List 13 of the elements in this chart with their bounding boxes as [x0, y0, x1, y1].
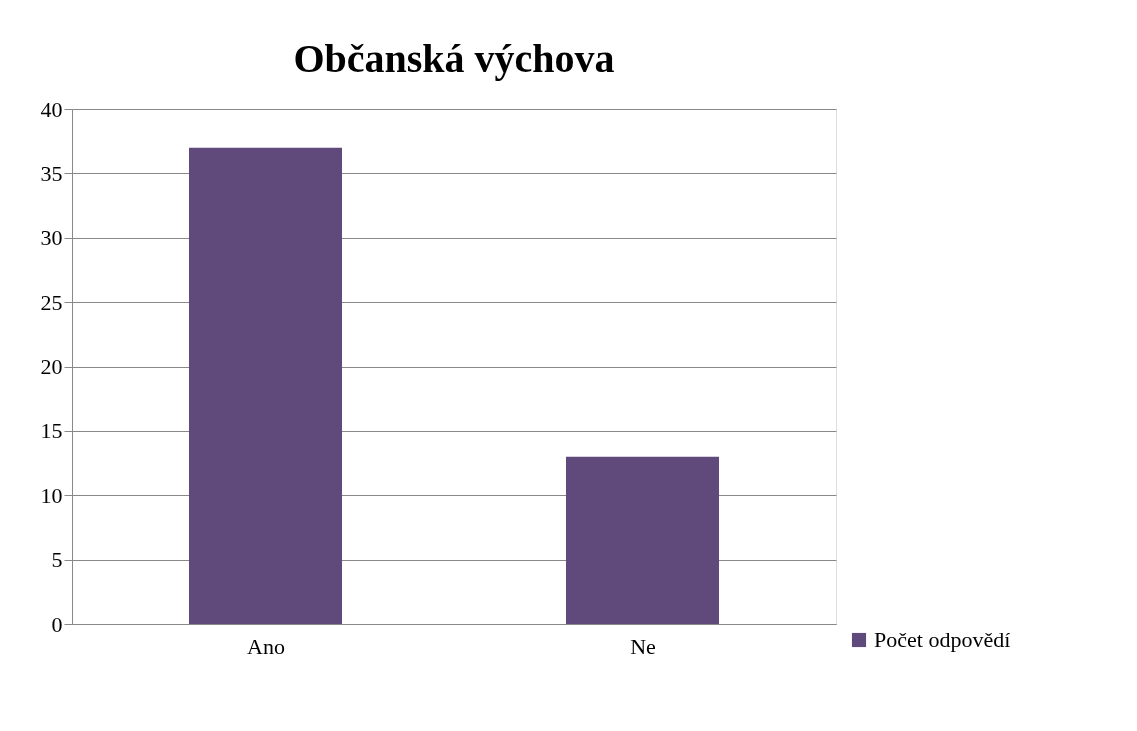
y-tick-label: 35 [40, 160, 63, 186]
y-tick-label: 20 [40, 354, 63, 379]
y-tick-label: 30 [40, 225, 63, 251]
chart-title: Občanská výchova [293, 36, 615, 81]
x-tick-label: Ne [630, 633, 656, 659]
legend-label: Počet odpovědí [874, 627, 1011, 652]
y-tick-label: 10 [40, 482, 63, 508]
y-tick-label: 0 [51, 611, 63, 637]
x-tick-label: Ano [247, 633, 285, 659]
y-tick-label: 25 [40, 289, 63, 315]
y-tick-label: 5 [51, 547, 63, 573]
y-tick-label: 15 [40, 418, 63, 444]
y-tick-label: 40 [40, 96, 63, 122]
